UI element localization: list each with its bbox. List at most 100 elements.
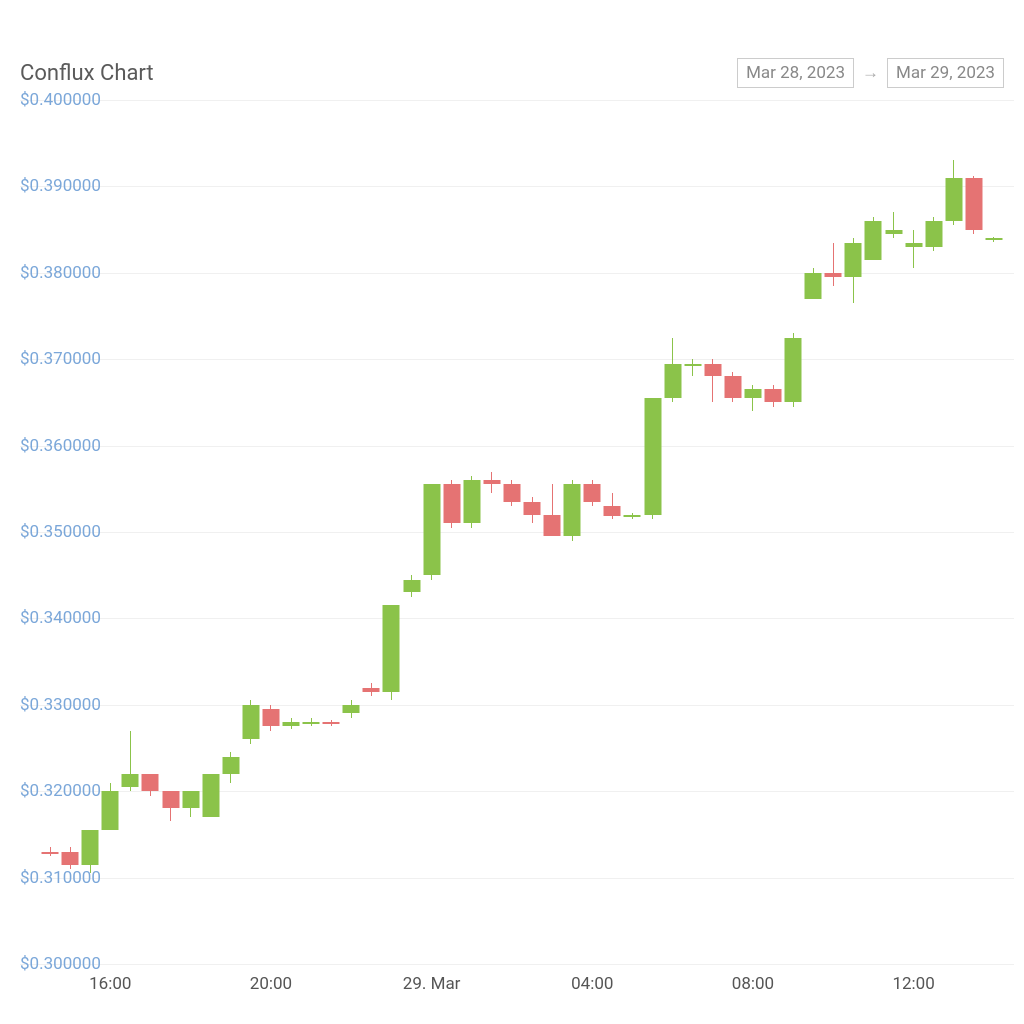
candle-wick xyxy=(893,212,894,238)
candle-body xyxy=(102,791,119,830)
date-to[interactable]: Mar 29, 2023 xyxy=(887,58,1004,88)
candle[interactable] xyxy=(403,100,420,964)
candle[interactable] xyxy=(945,100,962,964)
candle-body xyxy=(363,688,380,692)
candle-body xyxy=(423,484,440,575)
gridline xyxy=(20,964,1014,965)
candle-body xyxy=(664,364,681,399)
candle[interactable] xyxy=(202,100,219,964)
candle[interactable] xyxy=(483,100,500,964)
candle-body xyxy=(584,484,601,501)
candle[interactable] xyxy=(985,100,1002,964)
candle-body xyxy=(283,722,300,726)
candle[interactable] xyxy=(825,100,842,964)
candle-body xyxy=(403,580,420,593)
candle-body xyxy=(885,230,902,234)
candle[interactable] xyxy=(865,100,882,964)
candle[interactable] xyxy=(42,100,59,964)
candle[interactable] xyxy=(785,100,802,964)
candle-body xyxy=(925,221,942,247)
candle-body xyxy=(483,480,500,484)
candle[interactable] xyxy=(604,100,621,964)
candle[interactable] xyxy=(323,100,340,964)
candle[interactable] xyxy=(82,100,99,964)
candle[interactable] xyxy=(905,100,922,964)
candle[interactable] xyxy=(142,100,159,964)
candle[interactable] xyxy=(242,100,259,964)
candle-body xyxy=(182,791,199,808)
candle[interactable] xyxy=(624,100,641,964)
candle-body xyxy=(383,605,400,691)
candle-body xyxy=(222,757,239,774)
candle-body xyxy=(624,515,641,517)
candle[interactable] xyxy=(283,100,300,964)
candle-body xyxy=(503,484,520,501)
candle-body xyxy=(202,774,219,817)
candle-body xyxy=(242,705,259,740)
candle-wick xyxy=(692,359,693,376)
candle-body xyxy=(262,709,279,726)
candle[interactable] xyxy=(805,100,822,964)
candle[interactable] xyxy=(383,100,400,964)
candle[interactable] xyxy=(343,100,360,964)
candle[interactable] xyxy=(262,100,279,964)
candle[interactable] xyxy=(724,100,741,964)
date-range: Mar 28, 2023 → Mar 29, 2023 xyxy=(737,58,1004,88)
candle[interactable] xyxy=(423,100,440,964)
candle[interactable] xyxy=(664,100,681,964)
candle-body xyxy=(323,722,340,724)
candle[interactable] xyxy=(222,100,239,964)
candle[interactable] xyxy=(503,100,520,964)
candlestick-chart[interactable]: $0.300000$0.310000$0.320000$0.330000$0.3… xyxy=(20,100,1014,964)
arrow-right-icon: → xyxy=(862,63,879,83)
candle[interactable] xyxy=(182,100,199,964)
candle-body xyxy=(604,506,621,516)
candle[interactable] xyxy=(62,100,79,964)
candle[interactable] xyxy=(845,100,862,964)
candle-body xyxy=(42,852,59,854)
candle-body xyxy=(985,238,1002,240)
candle[interactable] xyxy=(162,100,179,964)
candle[interactable] xyxy=(925,100,942,964)
candle[interactable] xyxy=(363,100,380,964)
candle-body xyxy=(744,389,761,398)
candle[interactable] xyxy=(644,100,661,964)
candle[interactable] xyxy=(584,100,601,964)
candle[interactable] xyxy=(443,100,460,964)
candle-body xyxy=(945,178,962,221)
candle-body xyxy=(785,338,802,403)
candle[interactable] xyxy=(102,100,119,964)
candle-body xyxy=(524,502,541,515)
candle-body xyxy=(765,389,782,402)
candle-body xyxy=(544,515,561,537)
candle[interactable] xyxy=(122,100,139,964)
candle[interactable] xyxy=(544,100,561,964)
candle-body xyxy=(443,484,460,523)
candle-body xyxy=(303,722,320,724)
candle-body xyxy=(704,364,721,377)
candle[interactable] xyxy=(564,100,581,964)
candle[interactable] xyxy=(303,100,320,964)
candle[interactable] xyxy=(524,100,541,964)
candle[interactable] xyxy=(684,100,701,964)
candle-wick xyxy=(833,243,834,286)
candle-body xyxy=(463,480,480,523)
date-from[interactable]: Mar 28, 2023 xyxy=(737,58,854,88)
x-axis-label: 08:00 xyxy=(732,974,774,994)
candle-body xyxy=(644,398,661,515)
x-axis-label: 12:00 xyxy=(892,974,934,994)
candle-body xyxy=(845,243,862,278)
candle-body xyxy=(142,774,159,791)
x-axis-label: 29. Mar xyxy=(403,974,461,994)
candle[interactable] xyxy=(744,100,761,964)
candle-body xyxy=(905,243,922,247)
candle[interactable] xyxy=(765,100,782,964)
candle-body xyxy=(162,791,179,808)
candle-body xyxy=(564,484,581,536)
candle-body xyxy=(805,273,822,299)
candle[interactable] xyxy=(463,100,480,964)
candle[interactable] xyxy=(965,100,982,964)
candle[interactable] xyxy=(885,100,902,964)
candle-body xyxy=(825,273,842,277)
candle[interactable] xyxy=(704,100,721,964)
